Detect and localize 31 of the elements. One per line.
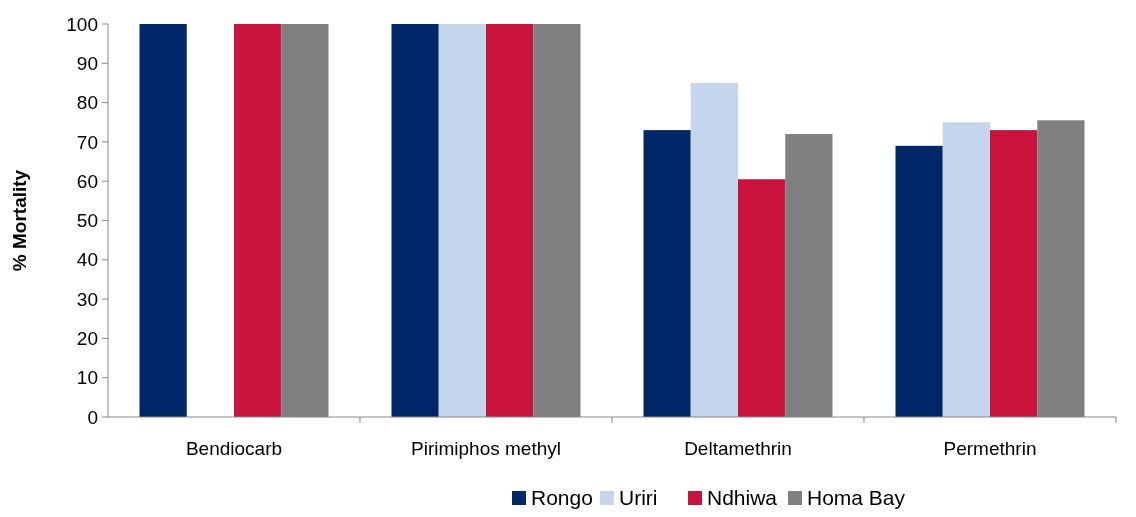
x-tick-label: Permethrin <box>943 438 1037 459</box>
bar <box>738 179 786 417</box>
bar <box>486 24 534 417</box>
bar <box>643 130 691 417</box>
bar <box>942 122 990 417</box>
y-tick-label: 30 <box>76 288 98 310</box>
y-tick-label: 80 <box>76 92 98 114</box>
bar <box>234 24 282 417</box>
y-tick-label: 40 <box>76 249 98 271</box>
y-tick-label: 20 <box>76 328 98 350</box>
y-tick-label: 90 <box>76 52 98 74</box>
legend-label: Homa Bay <box>807 486 906 510</box>
y-tick-label: 0 <box>87 406 98 428</box>
y-tick-label: 100 <box>66 13 98 35</box>
bar <box>139 24 187 417</box>
x-tick-label: Pirimiphos methyl <box>411 438 561 459</box>
y-tick-label: 10 <box>76 367 98 389</box>
bar <box>895 145 943 417</box>
legend-label: Ndhiwa <box>707 486 778 510</box>
bar <box>990 130 1038 417</box>
bar <box>438 24 486 417</box>
legend-label: Uriri <box>619 486 658 510</box>
y-tick-label: 70 <box>76 131 98 153</box>
bar <box>690 82 738 417</box>
x-tick-label: Deltamethrin <box>684 438 792 459</box>
legend-label: Rongo <box>531 486 593 510</box>
y-tick-label: 60 <box>76 170 98 192</box>
y-axis-title: % Mortality <box>9 169 30 272</box>
y-tick-label: 50 <box>76 210 98 232</box>
bar <box>391 24 439 417</box>
x-tick-label: Bendiocarb <box>185 438 283 459</box>
